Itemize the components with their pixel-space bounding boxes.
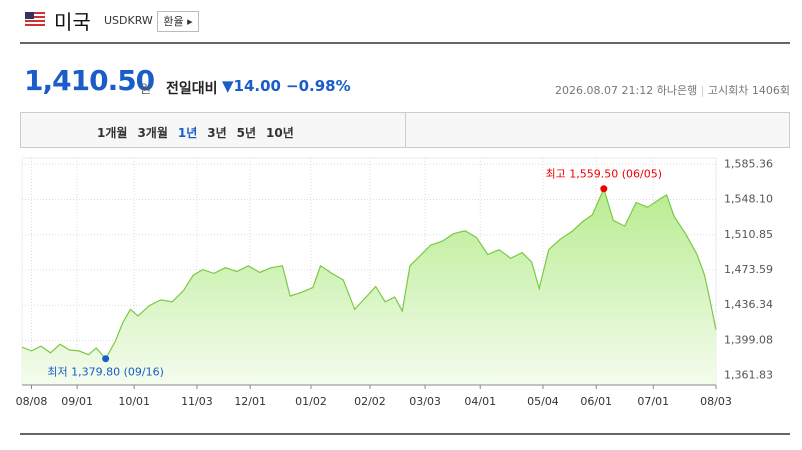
- info: 2026.08.07 21:12 하나은행 | 고시회차 1406회: [555, 84, 790, 97]
- x-tick-label: 11/03: [181, 395, 213, 408]
- code: USDKRW: [104, 14, 153, 27]
- y-tick-label: 1,399.08: [724, 333, 773, 346]
- x-tick-label: 08/08: [16, 395, 48, 408]
- x-tick-label: 10/01: [118, 395, 150, 408]
- x-tick-label: 07/01: [637, 395, 669, 408]
- change: ▼14.00: [222, 77, 281, 95]
- tab[interactable]: 5년: [236, 126, 257, 140]
- x-tick-label: 06/01: [580, 395, 612, 408]
- divider: [20, 433, 790, 435]
- tab[interactable]: 1년: [177, 126, 198, 140]
- rate-button[interactable]: 환율 ▸: [157, 11, 199, 32]
- rate-button-text: 환율: [163, 15, 184, 28]
- unit: 원: [140, 82, 152, 96]
- x-tick-label: 02/02: [354, 395, 386, 408]
- high-label: 최고 1,559.50 (06/05): [546, 168, 663, 181]
- price: 1,410.50: [24, 64, 155, 97]
- info-date: 2026.08.07 21:12: [555, 84, 654, 97]
- x-tick-label: 08/03: [700, 395, 732, 408]
- low-label: 최저 1,379.80 (09/16): [47, 366, 164, 379]
- x-tick-label: 03/03: [409, 395, 441, 408]
- y-tick-label: 1,436.34: [724, 298, 773, 311]
- chart: 1,361.83 1,399.08 1,436.34 1,473.59 1,510.85…: [16, 157, 773, 408]
- y-tick-label: 1,361.83: [724, 369, 773, 382]
- x-tick-label: 01/02: [295, 395, 327, 408]
- change-value: 14.00: [233, 77, 281, 95]
- tab-bar: 1개월 3개월 1년 3년 5년 10년: [20, 112, 790, 148]
- low-point: [102, 355, 110, 363]
- flag-icon: [25, 12, 45, 26]
- divider: [20, 42, 790, 44]
- y-tick-label: 1,510.85: [724, 228, 773, 241]
- title: 미국: [54, 10, 91, 34]
- tabs: 1개월 3개월 1년 3년 5년 10년: [97, 122, 304, 141]
- change-label: 전일대비: [166, 81, 218, 97]
- tab[interactable]: 10년: [266, 126, 294, 140]
- area: [22, 188, 716, 385]
- y-tick-label: 1,585.36: [724, 157, 773, 170]
- y-tick-label: 1,548.10: [724, 193, 773, 206]
- info-round: 고시회차 1406회: [707, 84, 790, 97]
- change-pct: −0.98%: [286, 77, 351, 95]
- info-bank: 하나은행: [656, 84, 698, 97]
- tab[interactable]: 3년: [207, 126, 227, 140]
- tab[interactable]: 1개월: [97, 126, 128, 140]
- x-tick-label: 12/01: [234, 395, 266, 408]
- x-tick-label: 09/01: [61, 395, 93, 408]
- x-tick-label: 05/04: [527, 395, 559, 408]
- high-point: [600, 185, 608, 193]
- y-tick-label: 1,473.59: [724, 263, 773, 276]
- tab[interactable]: 3개월: [137, 126, 168, 140]
- line: [21, 186, 717, 360]
- x-tick-label: 04/01: [464, 395, 496, 408]
